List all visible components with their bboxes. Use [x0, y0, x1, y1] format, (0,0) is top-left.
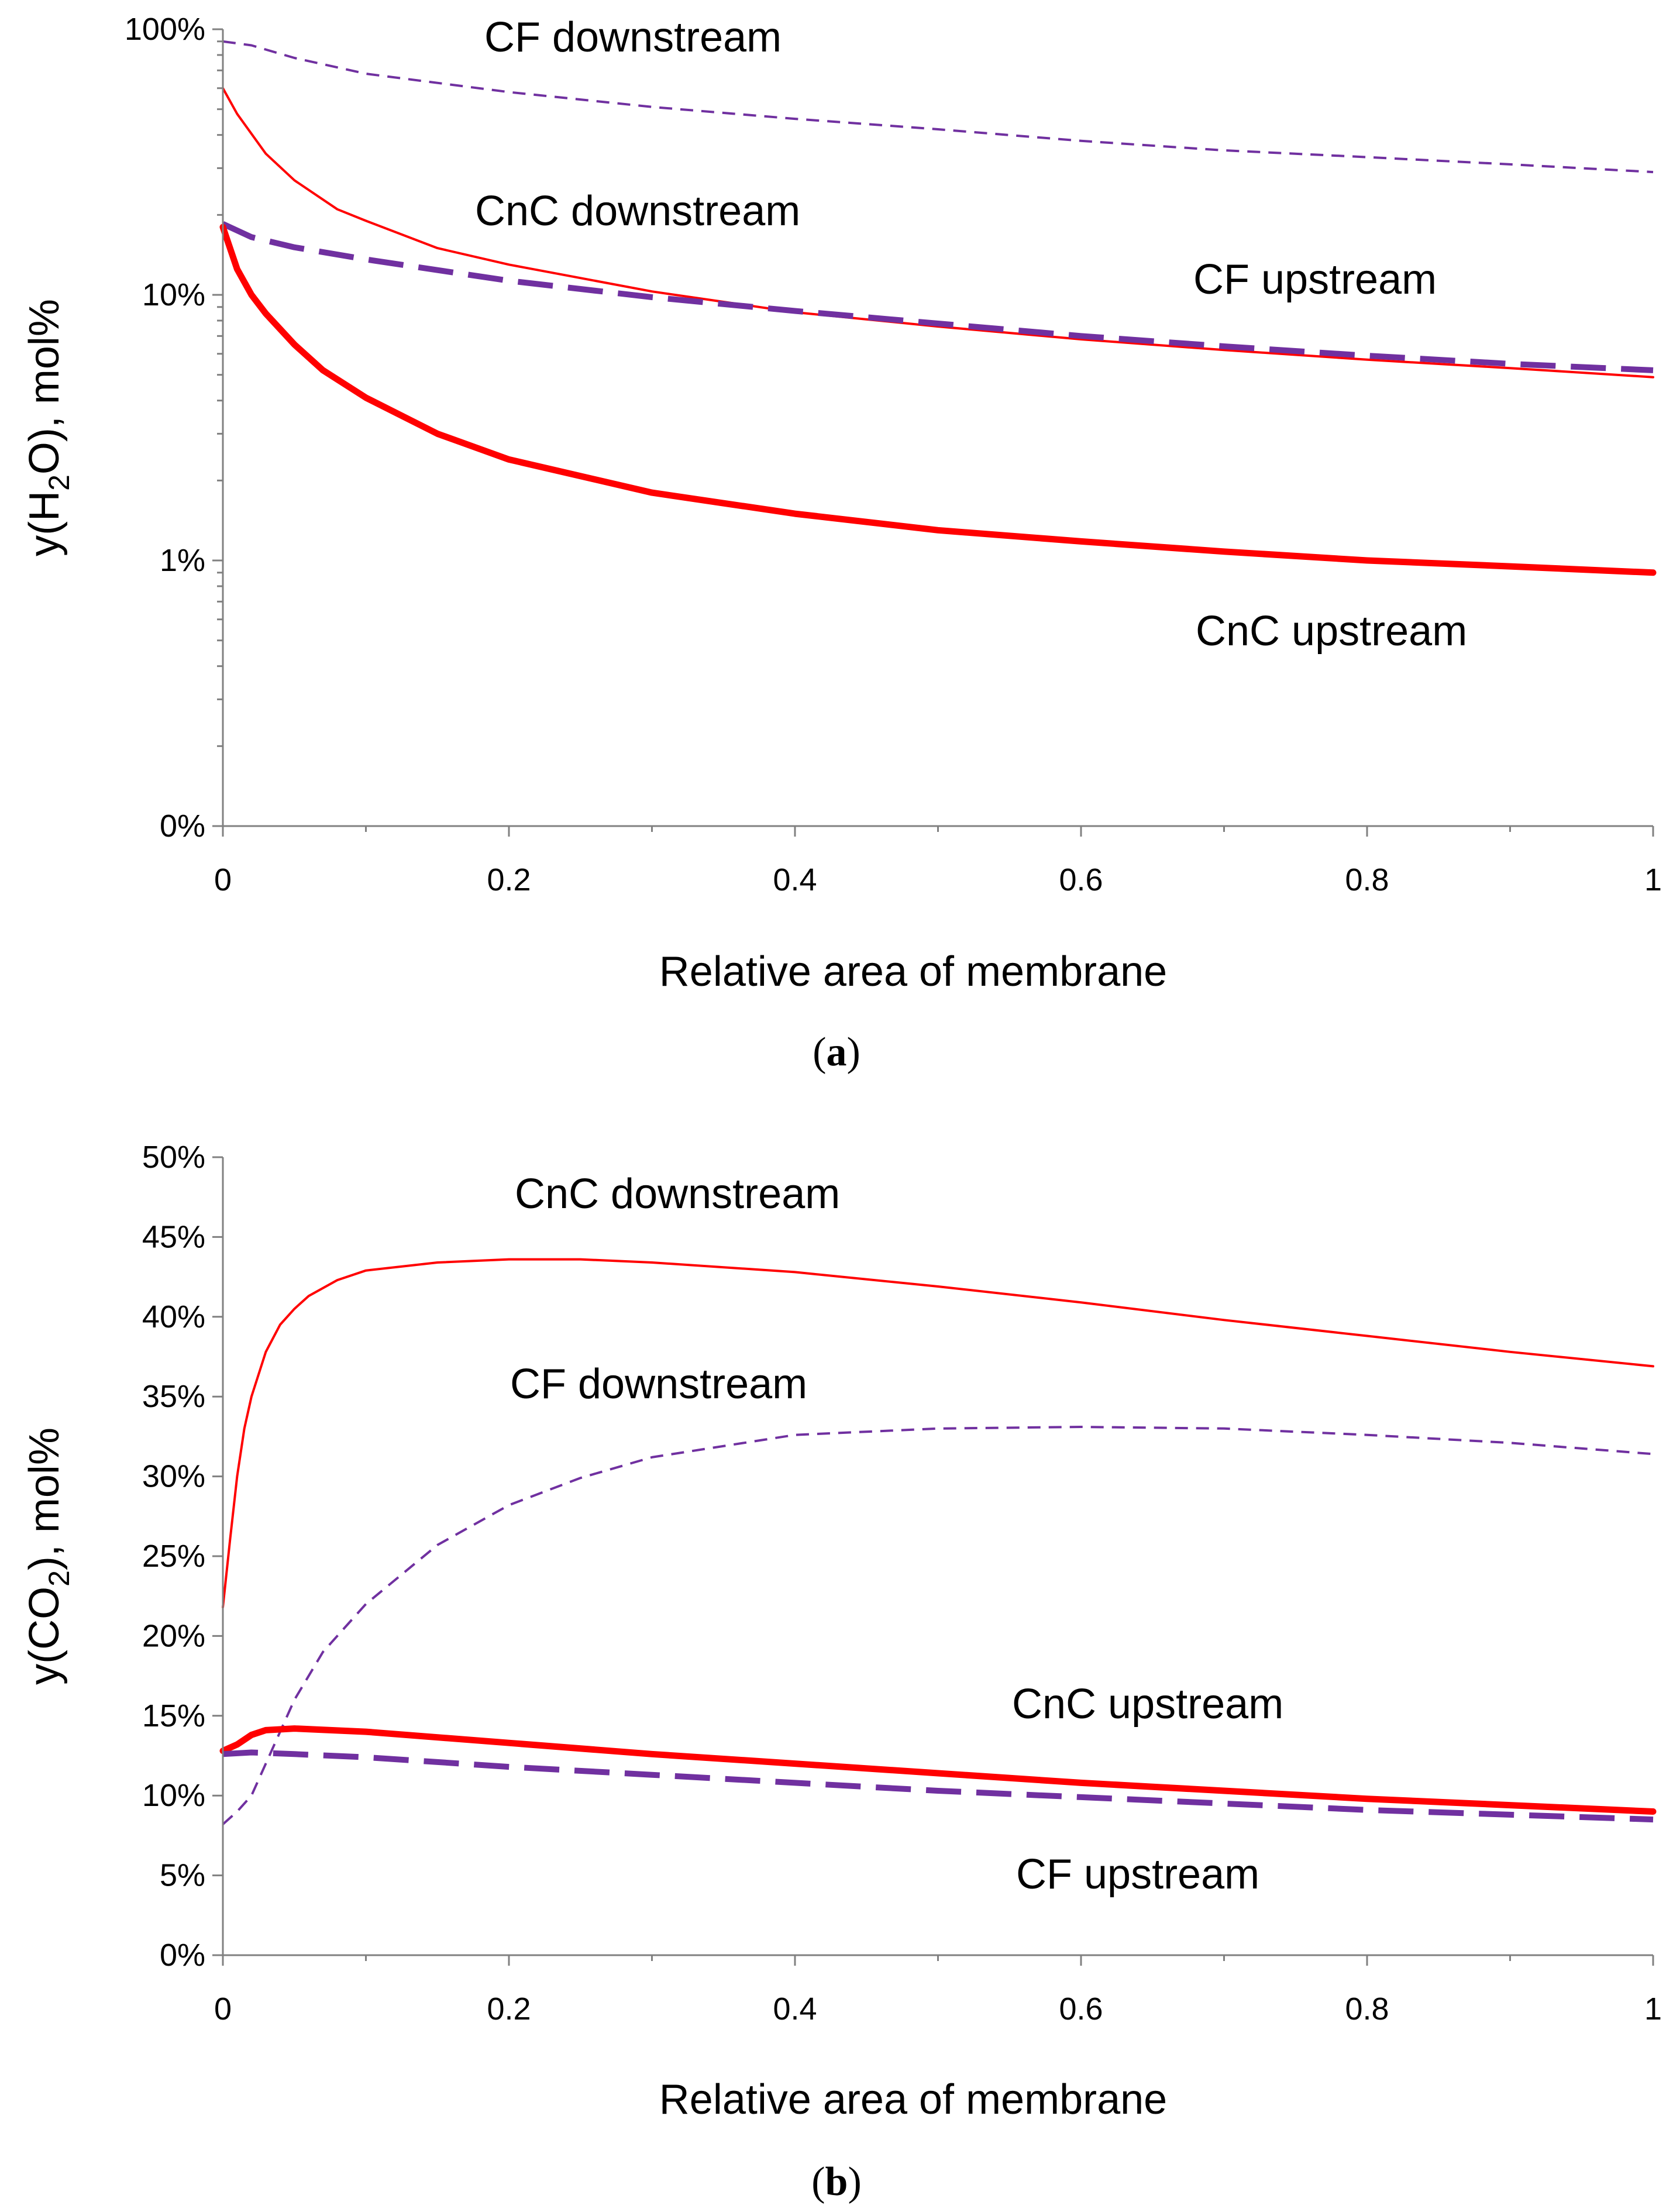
panel-a-y-axis-title: y(H2O), mol%: [21, 299, 75, 556]
panel-b-y-tick-label: 50%: [142, 1140, 205, 1175]
panel-b-x-tick-label: 0.8: [1345, 1991, 1389, 2027]
panel-b-y-tick-label: 25%: [142, 1539, 205, 1574]
panel-a-caption: (a): [813, 1030, 860, 1075]
panel-a-series: [219, 40, 1657, 576]
panel-b-series-cnc-downstream: [222, 1258, 1654, 1609]
panel-b-x-tick-label: 1: [1644, 1991, 1662, 2027]
panel-b-x-ticks: 0 0.2 0.4 0.6 0.8 1: [214, 1955, 1662, 2027]
panel-a-h2o-chart: 100% 10% 1% 0% 0 0.2 0.4 0.6 0.8 1 CF downstream…: [21, 12, 1662, 1075]
panel-a-y-tick-label: 100%: [125, 12, 205, 47]
panel-a-y-tick-label: 10%: [142, 277, 205, 312]
panel-b-annotation-cf-upstream: CF upstream: [1016, 1851, 1259, 1898]
panel-a-annotation-cf-upstream: CF upstream: [1193, 256, 1437, 303]
panel-a-x-axis-title: Relative area of membrane: [659, 948, 1167, 995]
panel-b-y-ticks: 0% 5% 10% 15% 20% 25% 30% 35% 40% 45% 50%: [142, 1140, 223, 1973]
panel-b-y-tick-label: 5%: [160, 1858, 205, 1893]
panel-b-y-tick-label: 35%: [142, 1379, 205, 1414]
panel-b-annotation-cnc-downstream: CnC downstream: [515, 1171, 840, 1217]
panel-a-series-cnc-upstream: [219, 223, 1657, 576]
panel-a-x-tick-label: 0.6: [1059, 862, 1103, 897]
panel-b-series-cf-upstream: [222, 1749, 1654, 1823]
panel-b-x-axis-title: Relative area of membrane: [659, 2076, 1167, 2123]
panel-a-series-cf-downstream: [222, 40, 1654, 174]
panel-a-x-tick-label: 0: [214, 862, 232, 897]
panel-b-x-tick-label: 0.4: [773, 1991, 817, 2027]
panel-b-co2-chart: 0%5%10%15%20%25%30%35%40%45%50% 0 0.2 0.4 0…: [21, 1140, 1662, 2204]
panel-a-x-tick-label: 0.8: [1345, 862, 1389, 897]
panel-a-y-tick-label: 1%: [160, 543, 205, 578]
panel-a-annotation-cnc-upstream: CnC upstream: [1196, 608, 1467, 655]
panel-a-series-cf-upstream: [221, 221, 1654, 373]
panel-a-y-tick-label: 0%: [160, 809, 205, 844]
panel-a-x-tick-label: 0.4: [773, 862, 817, 897]
panel-b-y-tick-label: 45%: [142, 1219, 205, 1254]
panel-b-series-cf-downstream: [222, 1426, 1654, 1825]
panel-b-x-tick-label: 0.6: [1059, 1991, 1103, 2027]
panel-a-x-ticks: 0 0.2 0.4 0.6 0.8 1: [214, 826, 1662, 897]
panel-b-y-tick-label: 10%: [142, 1778, 205, 1813]
panel-a-series-cnc-downstream: [222, 87, 1654, 379]
panel-a-annotation-cf-downstream: CF downstream: [484, 14, 782, 61]
panel-b-series-cnc-upstream: [219, 1725, 1657, 1815]
panel-b-annotation-cf-downstream: CF downstream: [510, 1361, 807, 1408]
panel-b-y-tick-label: 40%: [142, 1299, 205, 1334]
panel-b-x-tick-label: 0: [214, 1991, 232, 2027]
panel-b-y-tick-label: 20%: [142, 1618, 205, 1653]
panel-b-caption: (b): [811, 2159, 862, 2204]
panel-a-x-tick-label: 0.2: [487, 862, 531, 897]
panel-b-annotation-cnc-upstream: CnC upstream: [1012, 1681, 1283, 1728]
panel-b-y-axis-title: y(CO2), mol%: [21, 1427, 75, 1685]
panel-a-x-tick-label: 1: [1644, 862, 1662, 897]
panel-b-y-tick-label: 0%: [160, 1938, 205, 1973]
panel-b-y-tick-label: 30%: [142, 1459, 205, 1494]
panel-b-x-tick-label: 0.2: [487, 1991, 531, 2027]
panel-b-y-tick-label: 15%: [142, 1698, 205, 1733]
panel-b-series: [219, 1258, 1657, 1825]
panel-a-y-ticks: 100% 10% 1% 0%: [125, 12, 223, 844]
panel-a-annotation-cnc-downstream: CnC downstream: [475, 188, 800, 235]
